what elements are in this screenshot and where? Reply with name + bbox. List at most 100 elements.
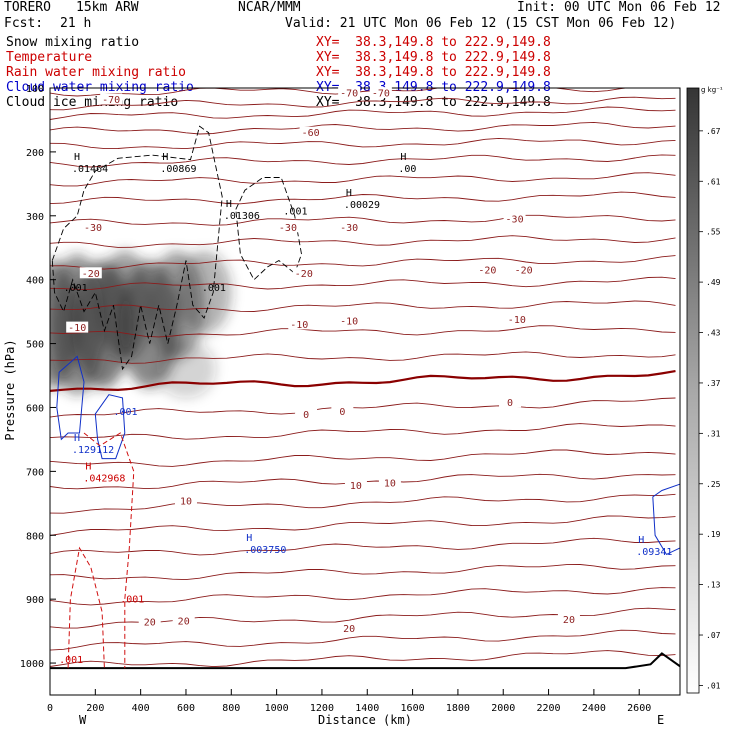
temperature-label-bg-10 [476,264,499,276]
plot-clip-group [50,88,680,670]
temperature-label-bg-2 [369,87,392,99]
colorbar-unit: g kg⁻¹ [701,86,723,94]
header-fcst-value: 21 h [60,16,92,31]
y-tick-label-9: 1000 [20,659,44,670]
isotherm-12 [50,300,676,312]
temperature-label-bg-24 [338,622,361,634]
maxima-labels: H.01464H.00869H.01306H.00029H.00H.129112… [72,152,672,558]
temperature-label-bg-4 [82,221,105,233]
y-tick-label-7: 800 [26,531,44,542]
maximum-h-8: H [85,462,91,473]
temperature-label-23: 20 [178,616,190,627]
cloud-water-contours [56,355,680,556]
temperature-label-10: -20 [478,266,496,277]
colorbar-label-2: .55 [706,228,721,237]
y-tick-label-8: 900 [26,595,44,606]
temperature-label-15: -10 [508,315,526,326]
snow-blob-6 [176,250,232,334]
temperature-label-bg-14 [338,315,361,327]
x-tick-label-2: 400 [132,703,150,714]
temperature-labels: -70 -70 -70 -60 -30 -30 -30 -30 -20 -20 -20 -20 -10 -… [66,87,580,635]
maximum-value-8: .042968 [83,474,125,485]
temperature-label-bg-16 [295,408,318,420]
isotherm-23 [50,564,676,581]
isotherm-8 [50,214,676,226]
isotherm-26 [50,629,676,651]
colorbar: g kg⁻¹ .67 .61 .55 .49 .43 .37 .31 .25 .19 .13 .07… [686,86,723,694]
cloud-ice-contours [51,125,302,371]
maximum-value-6: .003750 [244,545,286,556]
contour-value-label-2: .001 [283,207,307,218]
header-org: NCAR/MMM [238,0,301,15]
isotherm-10 [50,255,676,270]
temperature-label-25: 20 [563,615,575,626]
rain-water-contour-0 [67,546,105,669]
isotherm-13 [50,325,676,338]
maximum-value-1: .00869 [160,164,196,175]
temperature-label-0: -70 [102,95,120,106]
contour-value-label-3: .001 [113,407,137,418]
temperature-label-bg-17 [331,405,354,417]
y-tick-label-1: 200 [26,148,44,159]
isotherm-20 [50,493,676,514]
field-cloudice-xy: XY= 38.3,149.8 to 222.9,149.8 [316,95,551,110]
y-tick-label-4: 500 [26,340,44,351]
colorbar-label-8: .19 [706,530,721,539]
x-axis: 0 200 400 600 800 1000 1200 1400 1600 1800 2000 220… [47,689,651,714]
y-tick-label-3: 400 [26,276,44,287]
isotherm-9 [50,235,676,248]
field-cloudwater-name: Cloud water mixing ratio [6,80,194,95]
isotherm-17 [50,423,676,440]
colorbar-label-9: .13 [706,581,721,590]
x-tick-label-11: 2200 [537,703,561,714]
temperature-label-bg-13 [288,318,311,330]
x-tick-label-6: 1200 [310,703,334,714]
header-valid: Valid: 21 UTC Mon 06 Feb 12 (15 CST Mon … [285,16,677,31]
temperature-label-21: 10 [384,478,396,489]
contour-value-label-5: .001 [59,655,83,666]
temperature-label-bg-22 [138,616,161,628]
maximum-h-1: H [162,152,168,163]
cloud-water-contour-2 [652,483,680,556]
isotherm-18 [50,449,676,467]
y-tick-label-5: 600 [26,403,44,414]
field-rain-xy: XY= 38.3,149.8 to 222.9,149.8 [316,65,551,80]
cloud-ice-contour-1 [235,177,302,281]
field-temperature-xy: XY= 38.3,149.8 to 222.9,149.8 [316,50,551,65]
maximum-h-3: H [346,188,352,199]
header-model: TORERO [4,0,51,15]
temperature-label-4: -30 [84,223,102,234]
snow-blob-7 [156,340,216,398]
temperature-label-19: 10 [180,496,192,507]
temperature-label-1: -70 [340,89,358,100]
temperature-label-7: -30 [506,214,524,225]
colorbar-ramp [686,87,700,694]
isotherm-14 [50,351,676,364]
isotherm-4 [50,137,676,150]
temperature-label-12: -10 [68,323,86,334]
endpoint-west-label: W [79,713,87,727]
cloud-water-contour-0 [56,355,85,441]
field-snow-xy: XY= 38.3,149.8 to 222.9,149.8 [316,35,551,50]
maximum-value-4: .00 [398,164,416,175]
temperature-label-bg-19 [174,494,197,506]
header-resolution: 15km ARW [76,0,139,15]
y-tick-label-2: 300 [26,212,44,223]
maximum-value-5: .129112 [72,445,114,456]
x-tick-label-4: 800 [222,703,240,714]
colorbar-label-7: .25 [706,480,721,489]
isotherm-6 [50,172,676,187]
plot-frame [49,87,681,696]
isotherm-3 [50,121,676,135]
isotherm-27 [50,650,676,668]
isotherm-1 [50,96,676,111]
isotherm-11 [50,276,676,290]
colorbar-label-11: .01 [706,681,721,690]
field-temperature-name: Temperature [6,50,93,65]
terrain [50,652,680,670]
temperature-label-bg-12 [66,321,89,333]
temperature-label-13: -10 [290,320,308,331]
temperature-label-bg-23 [172,614,195,626]
temperature-label-bg-8 [79,267,102,279]
